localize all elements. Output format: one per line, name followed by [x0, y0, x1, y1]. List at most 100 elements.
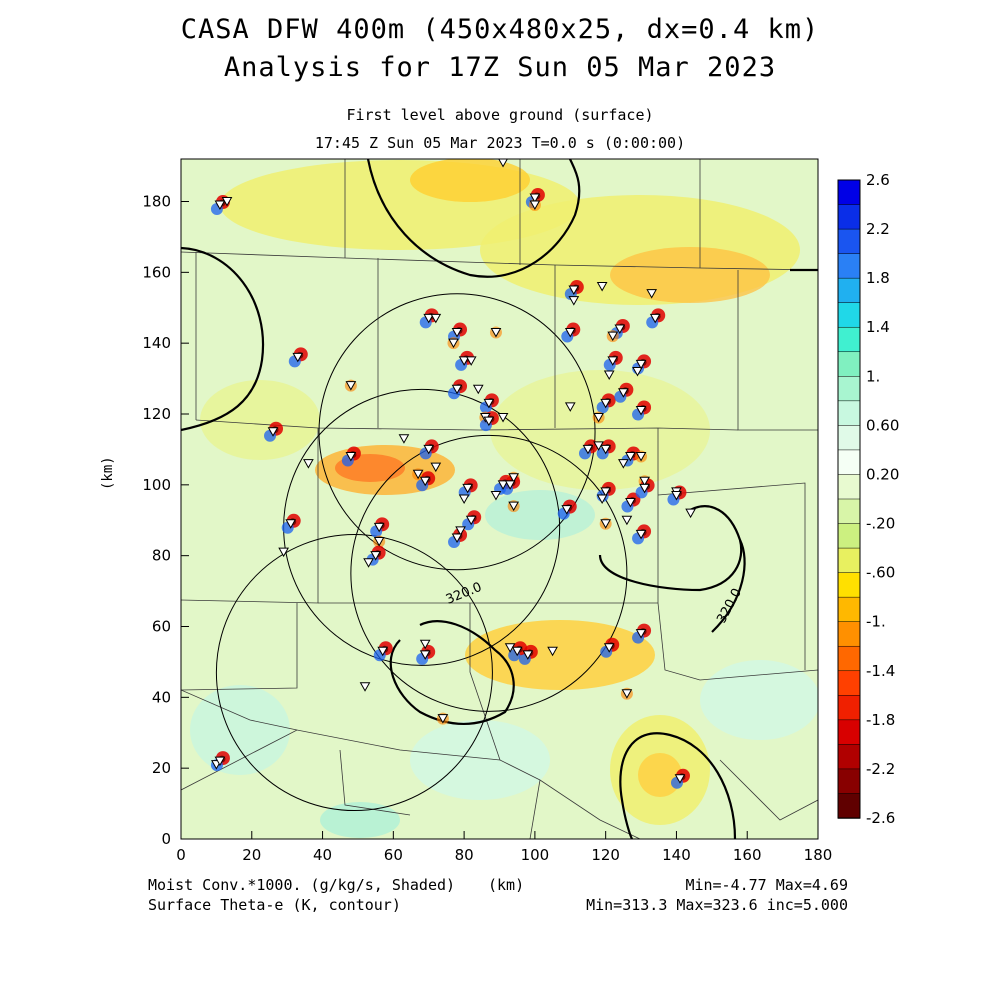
station-marker [472, 384, 484, 395]
colorbar-label: 0.20 [866, 465, 899, 483]
station-marker [497, 413, 509, 423]
x-tick-label: 140 [662, 846, 691, 864]
colorbar-swatch [837, 670, 861, 697]
station-marker [621, 689, 633, 699]
station-marker [303, 459, 314, 469]
station-marker [625, 498, 636, 508]
station-marker [649, 313, 661, 324]
station-marker [632, 367, 643, 377]
station-marker [497, 480, 509, 490]
station-marker [498, 159, 508, 168]
station-marker [564, 328, 576, 338]
colorbar-swatch [837, 621, 861, 647]
station-marker [603, 643, 615, 653]
colorbar-swatch [837, 204, 861, 230]
y-tick-label: 0 [161, 830, 171, 848]
colorbar-label: -.20 [866, 515, 895, 533]
station-marker [639, 483, 650, 494]
colorbar-swatch [837, 596, 861, 623]
radar-range-ring [350, 434, 628, 712]
radar-range-ring [318, 293, 596, 571]
station-marker [600, 398, 612, 409]
station-marker [398, 434, 410, 444]
colorbar-swatch [837, 253, 861, 279]
y-tick-label: 120 [142, 405, 171, 423]
colorbar: 2.6 2.2 1.8 1.4 1. 0.60 0.20 -.20 -.60 -1. -1.4 -1.… [837, 171, 899, 827]
station-marker [448, 338, 459, 349]
moist-convergence-shading [190, 159, 818, 838]
station-marker [451, 533, 463, 543]
station-marker [529, 200, 541, 211]
station-marker [607, 356, 619, 366]
x-axis: 0 20 40 60 80 100 120 140 160 180 [176, 831, 832, 864]
y-tick-label: 160 [142, 263, 171, 281]
station-marker [214, 756, 226, 767]
station-marker [646, 289, 658, 299]
station-marker [522, 650, 534, 660]
footer-shaded-field: Moist Conv.*1000. (g/kg/s, Shaded) [148, 876, 456, 894]
station-marker [419, 650, 431, 660]
y-tick-label: 180 [142, 193, 171, 211]
station-marker [547, 646, 558, 657]
x-tick-label: 120 [591, 846, 620, 864]
station-marker [561, 505, 573, 515]
colorbar-swatch [837, 449, 861, 476]
radar-range-ring [215, 534, 493, 812]
station-marker [430, 313, 442, 324]
colorbar-label: -1.4 [866, 662, 895, 680]
station-marker [635, 359, 647, 370]
colorbar-swatch [837, 523, 861, 549]
station-marker [625, 452, 636, 462]
station-marker [455, 526, 466, 536]
colorbar-label: -1.8 [866, 711, 895, 729]
station-marker [674, 774, 686, 784]
station-marker [607, 331, 619, 342]
station-marker [639, 476, 650, 487]
station-marker [214, 200, 226, 211]
footer-contour-minmax: Min=313.3 Max=323.6 inc=5.000 [586, 896, 848, 914]
colorbar-swatch [837, 719, 861, 746]
station-marker [483, 416, 495, 427]
colorbar-label: -.60 [866, 564, 895, 582]
station-marker [462, 483, 474, 494]
colorbar-label: 2.2 [866, 220, 890, 238]
colorbar-swatch [837, 326, 861, 353]
station-marker [458, 356, 470, 366]
station-marker [359, 682, 371, 692]
station-marker [508, 501, 520, 512]
station-marker [593, 413, 604, 423]
station-marker [596, 282, 608, 292]
y-axis: 0 20 40 60 80 100 120 140 160 180 [142, 193, 189, 848]
x-axis-label: (km) [488, 876, 525, 894]
station-marker [596, 494, 608, 505]
station-marker [221, 197, 233, 207]
station-marker [458, 494, 470, 505]
station-marker [451, 384, 463, 395]
x-tick-label: 180 [804, 846, 833, 864]
station-marker [600, 519, 612, 529]
station-markers [211, 159, 696, 784]
station-marker [529, 193, 541, 203]
colorbar-frame [837, 179, 861, 819]
colorbar-swatch [837, 228, 861, 255]
colorbar-swatch [837, 498, 861, 525]
station-marker [568, 296, 580, 306]
station-marker [635, 529, 647, 540]
colorbar-swatch [837, 425, 861, 451]
station-marker [635, 405, 647, 416]
station-marker [603, 370, 615, 381]
colorbar-label: 1. [866, 367, 880, 385]
station-marker [370, 551, 381, 561]
station-marker [430, 462, 442, 473]
station-marker [363, 558, 374, 568]
colorbar-swatch [837, 768, 861, 795]
station-marker [600, 487, 612, 497]
station-marker [465, 356, 477, 366]
station-marker [423, 313, 435, 324]
colorbar-swatch [837, 572, 861, 598]
station-marker [345, 452, 357, 462]
station-marker [490, 328, 502, 338]
colorbar-swatch [837, 277, 861, 304]
colorbar-swatch [837, 302, 861, 328]
station-marker [423, 444, 435, 455]
